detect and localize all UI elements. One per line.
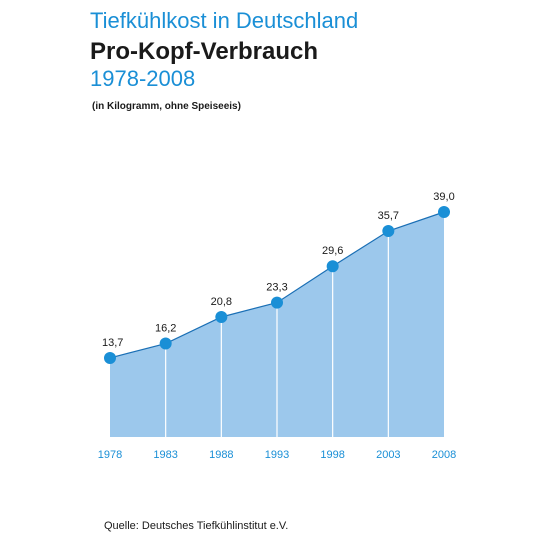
data-point-1993 <box>271 296 283 309</box>
data-point-1978 <box>104 351 116 364</box>
data-points <box>104 206 450 364</box>
value-label-2008: 39,0 <box>433 191 454 203</box>
value-label-2003: 35,7 <box>378 210 399 222</box>
data-point-2008 <box>438 206 450 218</box>
title-period: 1978-2008 <box>90 66 196 91</box>
data-point-1988 <box>215 311 228 323</box>
title-measure: Pro-Kopf-Verbrauch <box>90 38 319 65</box>
data-point-1983 <box>159 337 172 350</box>
x-tick-1988: 1988 <box>209 449 233 461</box>
data-point-1998 <box>326 260 339 273</box>
x-tick-1983: 1983 <box>153 449 177 461</box>
data-point-2003 <box>382 225 395 238</box>
x-tick-1978: 1978 <box>98 449 122 461</box>
value-label-1988: 20,8 <box>211 296 232 308</box>
x-tick-1993: 1993 <box>265 449 289 461</box>
value-labels: 13,7 16,2 20,8 23,3 29,6 35,7 39,0 <box>102 191 455 349</box>
value-label-1998: 29,6 <box>322 245 343 257</box>
title-topic: Tiefkühlkost in Deutschland <box>90 8 359 33</box>
source-note: Quelle: Deutsches Tiefkühlinstitut e.V. <box>104 520 289 532</box>
value-label-1978: 13,7 <box>102 337 123 349</box>
value-label-1993: 23,3 <box>266 282 287 294</box>
year-guide-lines <box>165 231 389 437</box>
x-tick-2003: 2003 <box>376 449 400 461</box>
x-tick-2008: 2008 <box>432 449 456 461</box>
unit-note: (in Kilogramm, ohne Speiseeis) <box>92 101 241 112</box>
value-label-1983: 16,2 <box>155 323 176 335</box>
x-axis-tick-labels: 1978 1983 1988 1993 1998 2003 2008 <box>98 449 456 461</box>
x-tick-1998: 1998 <box>320 449 344 461</box>
